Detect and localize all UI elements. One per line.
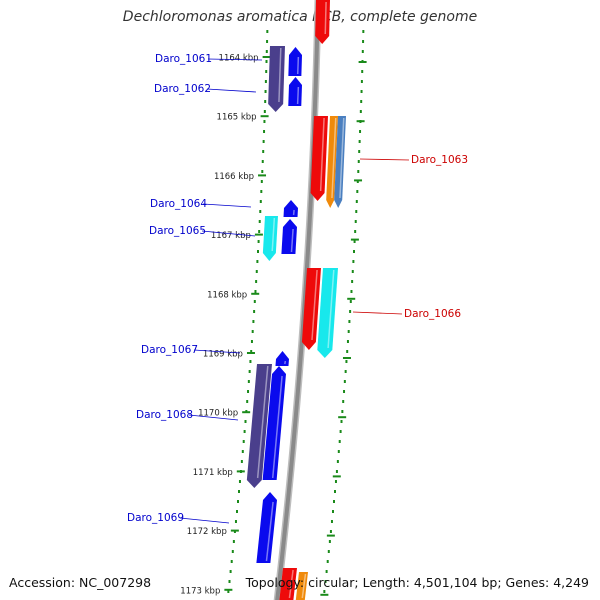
gene-block-cyan [262,216,278,261]
gene-label-daro-1061: Daro_1061 [155,53,212,65]
scale-label: 1169 kbp [203,350,243,360]
gene-highlight [290,228,294,253]
gene-highlight [331,117,337,199]
scale-label: 1164 kbp [219,54,259,64]
gene-highlight [278,47,282,103]
gene-highlight [288,569,294,599]
gene-label-daro-1069: Daro_1069 [127,512,184,524]
gene-highlight [327,269,335,349]
gene-leader-line [359,158,410,161]
scale-label: 1171 kbp [193,468,233,478]
gene-block-cyan-2 [317,268,338,358]
gene-block-dark-2 [246,364,272,488]
topology-text: Topology: circular; Length: 4,501,104 bp… [245,575,589,590]
gene-arrow-daro-1069 [256,492,277,563]
gene-highlight [296,86,300,105]
gene-arrow-daro-1062 [288,77,302,106]
map-title: Dechloromonas aromatica RCB, complete ge… [122,9,478,25]
gene-leader-line [188,414,239,421]
gene-block-steel [334,116,346,208]
gene-label-daro-1062: Daro_1062 [154,83,211,95]
gene-block-dark [268,46,285,112]
scale-label: 1166 kbp [214,172,254,182]
gene-block-orange [326,116,338,208]
gene-leader-line [352,311,403,315]
gene-highlight [301,573,307,599]
gene-highlight [271,217,276,252]
gene-leader-line [202,203,252,208]
gene-leader-line [207,58,263,61]
gene-label-daro-1065: Daro_1065 [149,225,206,237]
gene-highlight [324,1,327,35]
gene-highlight [311,269,318,341]
gene-block-bottom-orange [295,572,308,600]
gene-arrow-daro-1065 [281,219,297,254]
scale-label: 1165 kbp [217,113,257,123]
gene-arrow-daro-1068 [262,366,286,480]
gene-label-daro-1067: Daro_1067 [141,344,198,356]
gene-arrow-top-red [315,0,330,44]
gene-highlight [256,365,269,479]
gene-highlight [284,360,287,365]
gene-leader-line [179,517,230,524]
scale-label: 1168 kbp [207,290,247,300]
gene-arrow-daro-1066 [301,268,321,350]
gene-arrow-daro-1064 [283,200,298,217]
gene-arrow-daro-1063 [310,116,328,201]
gene-leader-line [201,230,256,237]
gene-leader-line [206,88,257,93]
gene-block-bottom-red [279,568,297,600]
gene-label-daro-1066: Daro_1066 [404,308,461,320]
gene-arrow-daro-1061 [288,47,302,76]
accession-text: Accession: NC_007298 [9,575,152,590]
gene-arrow-daro-1067 [275,351,289,366]
scale-label: 1173 kbp [180,586,220,596]
gene-label-daro-1068: Daro_1068 [136,409,193,421]
gene-highlight [319,117,325,192]
gene-highlight [271,375,283,479]
gene-label-daro-1063: Daro_1063 [411,154,468,166]
gene-leader-line [193,349,241,354]
scale-label: 1172 kbp [187,527,227,537]
gene-highlight [265,501,274,562]
scale-label: 1170 kbp [198,409,238,419]
gene-highlight [339,117,345,199]
gene-highlight [296,56,300,75]
gene-label-daro-1064: Daro_1064 [150,198,207,210]
scale-label: 1167 kbp [211,231,251,241]
